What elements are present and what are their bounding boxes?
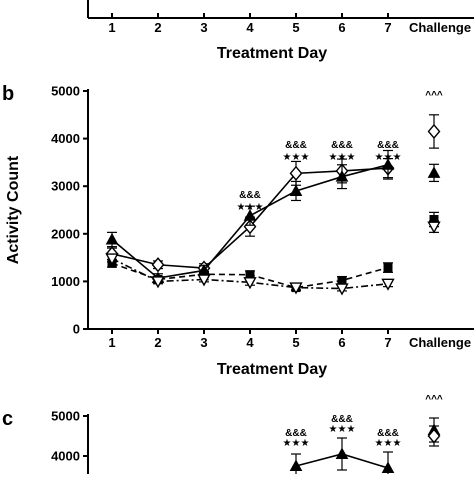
top-x-tick-label: 1 [108, 20, 115, 35]
significance-annotation: &&& [377, 428, 399, 439]
y-tick-label: 5000 [51, 84, 80, 99]
top-challenge-label: Challenge [409, 20, 471, 35]
marker-filled-triangle [289, 184, 303, 196]
marker-filled-square [199, 269, 209, 279]
marker-filled-triangle [427, 166, 441, 178]
top-x-tick-label: 2 [154, 20, 161, 35]
y-tick-label: 1000 [51, 274, 80, 289]
significance-annotation: &&& [331, 414, 353, 425]
marker-open-triangle-down [381, 278, 395, 291]
significance-annotation: ★★★ [329, 424, 356, 435]
y-tick-label: 3000 [51, 179, 80, 194]
marker-open-diamond [427, 428, 441, 444]
significance-annotation: &&& [285, 428, 307, 439]
series [427, 425, 441, 447]
significance-annotation: &&& [377, 140, 399, 151]
significance-annotation: ★★★ [375, 152, 402, 163]
significance-annotation: &&& [239, 190, 261, 201]
y-tick-label: 2000 [51, 226, 80, 241]
x-tick-label: 2 [154, 335, 161, 350]
x-tick-label: 4 [246, 335, 254, 350]
significance-annotation: &&& [331, 140, 353, 151]
marker-filled-triangle [335, 447, 349, 459]
top-x-tick-label: 7 [384, 20, 391, 35]
top-panel-partial: 1 2 3 4 5 6 7 Challenge Treatment Day [87, 0, 474, 62]
series [289, 417, 441, 479]
top-x-ticks: 1 2 3 4 5 6 7 Challenge [108, 13, 471, 35]
top-x-axis-title: Treatment Day [217, 45, 327, 62]
marker-filled-triangle [243, 209, 257, 221]
y-tick-label: 4000 [51, 449, 80, 464]
x-tick-label: 7 [384, 335, 391, 350]
y-tick-label: 5000 [51, 409, 80, 424]
significance-annotation: ^^^ [425, 394, 443, 405]
y-tick-label: 0 [73, 322, 80, 337]
series [105, 220, 441, 296]
significance-annotation: ★★★ [283, 438, 310, 449]
marker-open-triangle-down [427, 221, 441, 234]
marker-open-diamond [289, 165, 303, 181]
top-x-tick-label: 3 [200, 20, 207, 35]
marker-open-triangle-down [105, 253, 119, 266]
marker-filled-triangle [381, 461, 395, 473]
x-tick-label: 6 [338, 335, 345, 350]
marker-open-diamond [427, 123, 441, 140]
x-challenge-label: Challenge [409, 335, 471, 350]
significance-annotation: ^^^ [425, 90, 443, 101]
series [105, 114, 441, 276]
x-tick-label: 1 [108, 335, 115, 350]
marker-filled-square [429, 215, 439, 225]
marker-filled-triangle [381, 158, 395, 170]
marker-filled-triangle [335, 170, 349, 182]
marker-open-diamond [151, 257, 165, 273]
y-tick-label: 4000 [51, 131, 80, 146]
y-axis-title: Activity Count [5, 155, 22, 264]
significance-annotation: ★★★ [283, 152, 310, 163]
significance-annotation: ★★★ [237, 202, 264, 213]
panel-b-chart: 0 1000 2000 3000 4000 5000 Activity Count 1 2 3 4 5… [5, 84, 474, 378]
marker-filled-square [383, 263, 393, 273]
x-tick-label: 3 [200, 335, 207, 350]
marker-open-triangle-down [289, 282, 303, 295]
marker-filled-square [245, 270, 255, 280]
marker-filled-triangle [289, 459, 303, 471]
marker-filled-triangle [105, 232, 119, 245]
significance-annotation: ★★★ [329, 152, 356, 163]
marker-filled-square [337, 275, 347, 285]
significance-annotation: &&& [285, 140, 307, 151]
top-x-tick-label: 4 [246, 20, 254, 35]
x-axis-title: Treatment Day [217, 361, 327, 378]
significance-annotation: ★★★ [375, 438, 402, 449]
panel-letter-b: b [2, 83, 14, 105]
marker-open-diamond [243, 219, 257, 235]
marker-open-triangle-down [151, 276, 165, 289]
top-x-tick-label: 5 [292, 20, 299, 35]
marker-open-triangle-down [335, 283, 349, 296]
marker-open-triangle-down [197, 274, 211, 287]
panel-letter-c: c [2, 408, 13, 430]
top-x-tick-label: 6 [338, 20, 345, 35]
x-tick-label: 5 [292, 335, 299, 350]
marker-open-triangle-down [243, 277, 257, 290]
